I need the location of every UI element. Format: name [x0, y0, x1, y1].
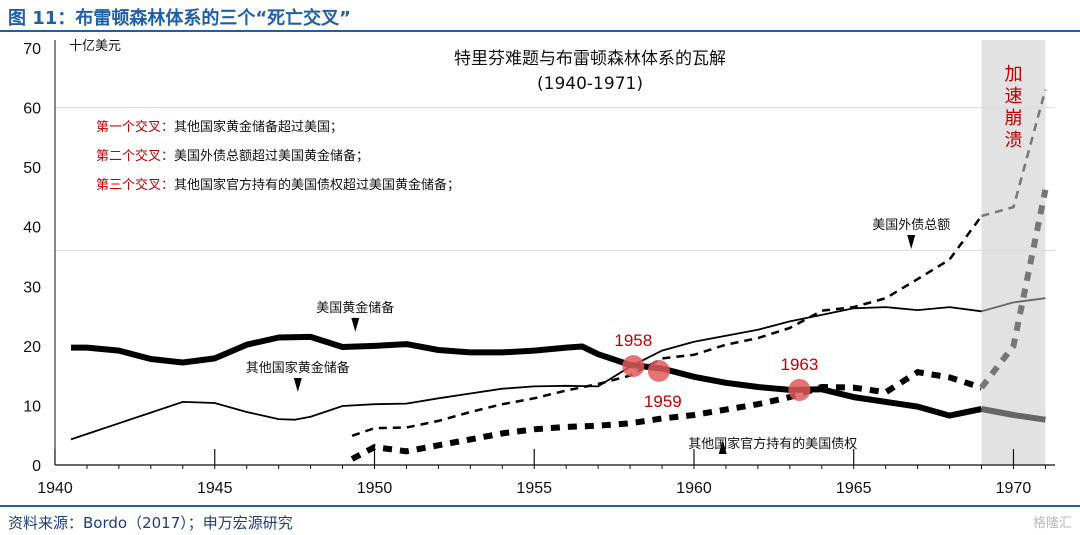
legend-note-label: 第三个交叉： — [96, 177, 174, 193]
series-line-1-shaded — [981, 297, 1046, 313]
y-tick-label: 30 — [23, 279, 41, 296]
legend-note: 第二个交叉：美国外债总额超过美国黄金储备； — [96, 148, 369, 164]
legend-note-text: 其他国家黄金储备超过美国； — [174, 119, 343, 135]
series-line-3 — [350, 368, 983, 462]
crossing-label: 1959 — [644, 392, 682, 411]
unit-label: 十亿美元 — [69, 39, 121, 54]
y-tick-label: 60 — [23, 101, 41, 118]
series-line-3-shaded — [979, 189, 1049, 390]
crossing-marker — [622, 355, 645, 378]
annotations: 十亿美元特里芬难题与布雷顿森林体系的瓦解(1940-1971)第一个交叉：其他国… — [69, 39, 950, 455]
series-label: 美国外债总额 — [872, 218, 950, 233]
chart-subtitle: (1940-1971) — [537, 74, 643, 94]
figure-title: 图 11：布雷顿森林体系的三个“死亡交叉” — [8, 8, 351, 29]
crossing-marker — [647, 359, 670, 382]
shaded-region-label-char: 速 — [1004, 86, 1022, 107]
shaded-region-rect — [981, 40, 1046, 465]
source-note: 资料来源：Bordo（2017）；申万宏源研究 — [8, 514, 293, 532]
x-tick-label: 1955 — [516, 480, 552, 497]
series-label: 其他国家官方持有的美国债权 — [688, 436, 857, 452]
series-line-0 — [71, 333, 983, 419]
crossing-label: 1958 — [614, 331, 652, 350]
axes: 0 10 20 30 40 50 60 70 1940 1945 1950 1955 1960 1965 1… — [23, 40, 1055, 497]
crossing-markers: 1958 1959 1963 — [614, 331, 818, 411]
series-line-2-shaded — [981, 89, 1047, 218]
series-line-1 — [70, 306, 982, 441]
chart-title: 特里芬难题与布雷顿森林体系的瓦解 — [454, 49, 726, 69]
y-tick-label: 10 — [23, 398, 41, 415]
x-tick-label: 1965 — [836, 480, 872, 497]
arrow-down-icon — [351, 317, 360, 332]
x-tick-label: 1960 — [676, 480, 712, 497]
series-line-0-shaded — [980, 406, 1046, 423]
series-label: 美国黄金储备 — [316, 300, 394, 316]
y-tick-label: 0 — [32, 458, 41, 475]
legend-note-label: 第一个交叉： — [96, 119, 174, 135]
y-tick-label: 70 — [23, 41, 41, 58]
legend-note-label: 第二个交叉： — [96, 148, 174, 164]
arrow-up-icon — [718, 440, 727, 455]
x-tick-label: 1970 — [996, 480, 1032, 497]
y-tick-label: 20 — [23, 339, 41, 356]
shaded-region-label-char: 崩 — [1004, 108, 1022, 129]
legend-note: 第一个交叉：其他国家黄金储备超过美国； — [96, 119, 343, 135]
series-layer — [70, 89, 1049, 462]
shaded-region-label-char: 溃 — [1004, 130, 1022, 151]
series-line-2 — [351, 215, 983, 437]
arrow-down-icon — [907, 235, 916, 250]
series-label: 其他国家黄金储备 — [246, 360, 350, 376]
title-rule — [0, 30, 1080, 32]
x-tick-label: 1940 — [37, 480, 73, 497]
crossing-label: 1963 — [780, 355, 818, 374]
y-tick-label: 40 — [23, 220, 41, 237]
x-tick-label: 1950 — [357, 480, 393, 497]
gridlines — [55, 107, 1055, 252]
crossing-marker — [788, 378, 811, 401]
source-rule — [0, 505, 1080, 507]
y-tick-label: 50 — [23, 160, 41, 177]
x-tick-label: 1945 — [197, 480, 233, 497]
legend-note-text: 美国外债总额超过美国黄金储备； — [174, 148, 369, 164]
watermark-text: 格隆汇 — [1032, 516, 1072, 531]
legend-note: 第三个交叉：其他国家官方持有的美国债权超过美国黄金储备； — [96, 177, 460, 193]
shaded-region-label-char: 加 — [1004, 64, 1022, 85]
arrow-down-icon — [293, 377, 302, 392]
legend-note-text: 其他国家官方持有的美国债权超过美国黄金储备； — [174, 177, 460, 193]
